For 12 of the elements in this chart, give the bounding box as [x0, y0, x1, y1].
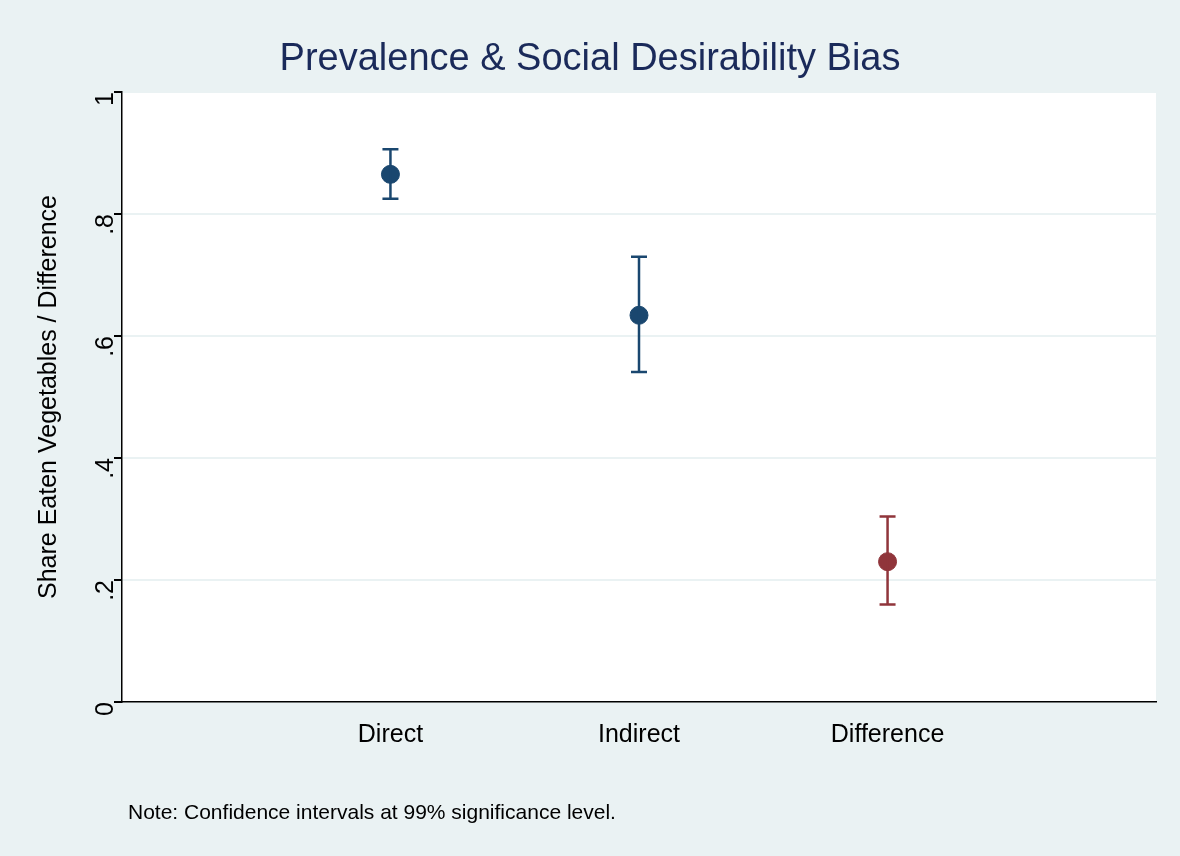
y-tick-label: .8 [89, 214, 118, 235]
y-tick-label: .4 [89, 457, 118, 479]
y-tick-label: .2 [89, 580, 118, 601]
y-tick-label: .6 [89, 336, 118, 357]
x-tick-label: Indirect [598, 718, 681, 747]
chart-title: Prevalence & Social Desirability Bias [278, 36, 902, 79]
text: Note: Confidence intervals at 99% significance level. [128, 800, 616, 824]
y-axis-title: Share Eaten Vegetables / Difference [32, 195, 61, 599]
y-tick-label: 1 [89, 92, 118, 106]
x-tick-label: Difference [830, 718, 945, 747]
x-tick-label: Direct [357, 718, 424, 747]
y-tick-label: 0 [89, 702, 118, 716]
